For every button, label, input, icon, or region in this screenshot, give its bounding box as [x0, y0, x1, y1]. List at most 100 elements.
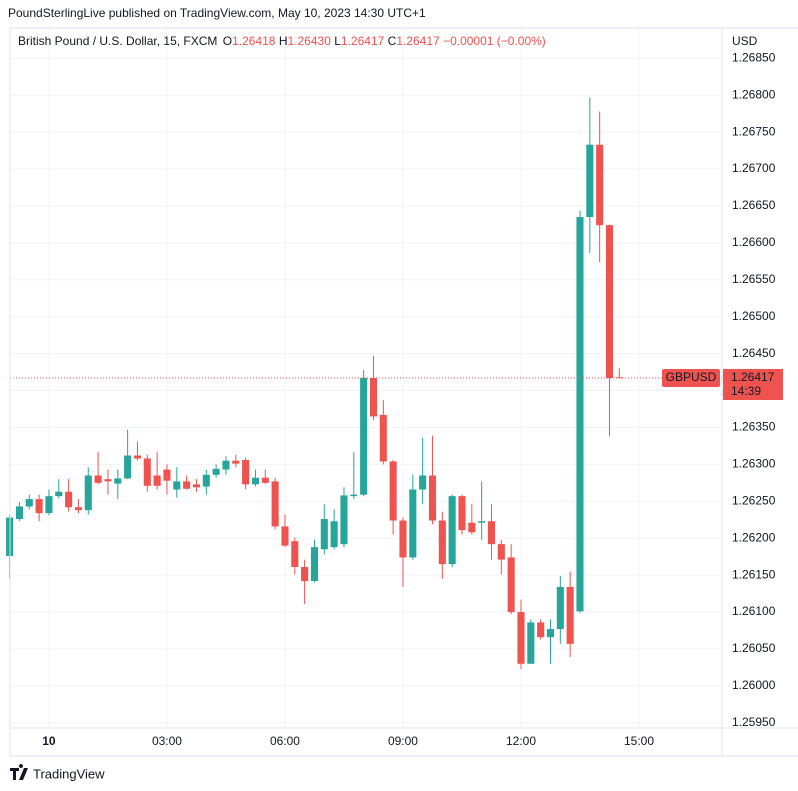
y-tick-label: 1.26750 [732, 124, 776, 138]
change: −0.00001 (−0.00%) [443, 34, 546, 48]
ohlc-value: 1.26430 [288, 34, 332, 48]
candle-body [399, 520, 407, 558]
candle-body [291, 541, 299, 568]
candle-body [251, 477, 260, 485]
candle-body [605, 225, 614, 378]
ohlc-value: 1.26418 [232, 34, 276, 48]
candle-body [301, 567, 309, 582]
ohlc-key: C [388, 34, 397, 48]
candle-body [576, 217, 584, 612]
symbol-label-box [662, 369, 720, 387]
y-tick-label: 1.26300 [732, 457, 776, 471]
y-tick-label: 1.26150 [732, 567, 776, 581]
candle-body [517, 612, 525, 664]
candle-body [360, 378, 368, 495]
y-tick-label: 1.26000 [732, 678, 776, 692]
candle-body [497, 544, 505, 560]
candle-body [232, 460, 240, 464]
y-tick-label: 1.26100 [732, 604, 776, 618]
x-tick-label: 09:00 [388, 734, 418, 748]
candle-body [537, 622, 545, 638]
ohlc-value: 1.26417 [341, 34, 385, 48]
candle-body [419, 475, 427, 490]
candle-body [438, 520, 446, 565]
candle-body [25, 499, 33, 507]
watermark-text: TradingView [33, 766, 105, 781]
y-tick-label: 1.26050 [732, 641, 776, 655]
candle-body [448, 496, 456, 565]
candle-body [143, 458, 151, 486]
x-tick-label: 10 [42, 734, 56, 748]
candle-body [133, 455, 141, 459]
y-tick-label: 1.26850 [732, 50, 776, 64]
x-tick-label: 03:00 [152, 734, 182, 748]
candle-body [369, 378, 378, 417]
candle-body [35, 499, 43, 514]
candle-body [45, 496, 53, 514]
ohlc-value: 1.26417 [396, 34, 440, 48]
candle-body [389, 461, 397, 521]
candle-body [192, 484, 200, 488]
candle-body [566, 586, 574, 644]
currency: USD [732, 34, 758, 48]
y-tick-label: 1.26450 [732, 346, 776, 360]
candle-body [114, 478, 122, 484]
x-tick-label: 06:00 [270, 734, 300, 748]
candle-body [242, 459, 250, 485]
x-tick-label: 12:00 [506, 734, 536, 748]
candle-body [74, 507, 82, 511]
y-tick-label: 1.25950 [732, 715, 776, 729]
candle-body [202, 474, 210, 487]
ohlc-key: H [279, 34, 288, 48]
x-tick-label: 15:00 [624, 734, 654, 748]
y-tick-label: 1.26200 [732, 530, 776, 544]
candle-body [281, 526, 289, 546]
chart-title: PoundSterlingLive published on TradingVi… [8, 6, 426, 20]
candle-body [527, 622, 535, 664]
axes: 1.25950 1.26000 1.26050 1.26100 1.26150 1.262… [42, 50, 783, 748]
candle-body [212, 468, 220, 475]
candle-body [320, 519, 328, 550]
candle-body [94, 475, 102, 483]
countdown-label: 14:39 [731, 384, 761, 398]
y-tick-label: 1.26350 [732, 420, 776, 434]
candle-body [428, 475, 437, 521]
candle-body [409, 489, 417, 558]
candle-body [222, 460, 230, 470]
y-tick-label: 1.26650 [732, 198, 776, 212]
candle-body [65, 491, 73, 508]
y-tick-label: 1.26550 [732, 272, 776, 286]
candle-body [310, 547, 319, 582]
candle-body [173, 481, 181, 490]
candle-body [84, 475, 92, 511]
candle-body [556, 586, 564, 630]
candle-body [546, 629, 555, 638]
candle-body [586, 144, 594, 218]
ohlc-key: L [334, 34, 341, 48]
candle-body [596, 144, 604, 226]
candle-body [350, 494, 358, 497]
logo [10, 764, 28, 780]
candle-body [468, 522, 476, 533]
grid [10, 28, 722, 728]
candle-body [261, 477, 269, 483]
candle-body [458, 496, 466, 531]
candle-body [183, 481, 191, 489]
candle-body [340, 495, 348, 545]
y-tick-label: 1.26700 [732, 161, 776, 175]
candle-body [379, 414, 387, 462]
candle-body [330, 521, 338, 548]
candle-body [55, 491, 63, 497]
candle-body [163, 469, 171, 481]
watermark: TradingView [10, 764, 105, 781]
symbol-label: GBPUSD [666, 370, 717, 384]
symbol-description: British Pound / U.S. Dollar, 15, FXCM [18, 34, 217, 48]
y-tick-label: 1.26600 [732, 235, 776, 249]
price-label-box [723, 369, 783, 400]
candle-body [124, 455, 132, 479]
ohlc-key: O [223, 34, 232, 48]
y-tick-label: 1.26800 [732, 87, 776, 101]
